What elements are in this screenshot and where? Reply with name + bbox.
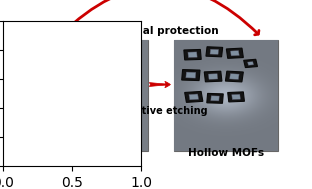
Polygon shape — [52, 76, 70, 86]
Polygon shape — [204, 71, 222, 82]
Polygon shape — [62, 99, 79, 109]
Polygon shape — [210, 49, 219, 54]
Polygon shape — [231, 51, 239, 56]
Polygon shape — [75, 76, 92, 86]
Polygon shape — [244, 59, 257, 68]
Polygon shape — [98, 54, 115, 64]
Polygon shape — [103, 93, 120, 103]
Polygon shape — [228, 92, 244, 102]
Bar — [174, 40, 278, 151]
Text: Epitaxial protection: Epitaxial protection — [102, 26, 218, 36]
Polygon shape — [101, 73, 117, 83]
Polygon shape — [230, 74, 239, 79]
Polygon shape — [207, 93, 223, 103]
Text: Selective etching: Selective etching — [112, 106, 208, 116]
Polygon shape — [84, 98, 100, 108]
Bar — [41, 40, 148, 151]
Polygon shape — [211, 96, 219, 101]
Polygon shape — [182, 70, 200, 81]
Polygon shape — [225, 71, 243, 82]
Polygon shape — [206, 47, 223, 57]
Text: MOFs: MOFs — [78, 148, 111, 158]
Polygon shape — [73, 58, 90, 68]
Polygon shape — [248, 62, 254, 65]
Polygon shape — [185, 91, 203, 102]
Polygon shape — [227, 48, 243, 58]
Polygon shape — [54, 52, 72, 63]
Polygon shape — [189, 94, 199, 100]
Polygon shape — [232, 94, 240, 99]
Polygon shape — [188, 52, 197, 57]
Polygon shape — [208, 74, 218, 79]
Polygon shape — [184, 50, 201, 60]
Polygon shape — [186, 72, 196, 78]
Text: Hollow MOFs: Hollow MOFs — [188, 148, 265, 158]
